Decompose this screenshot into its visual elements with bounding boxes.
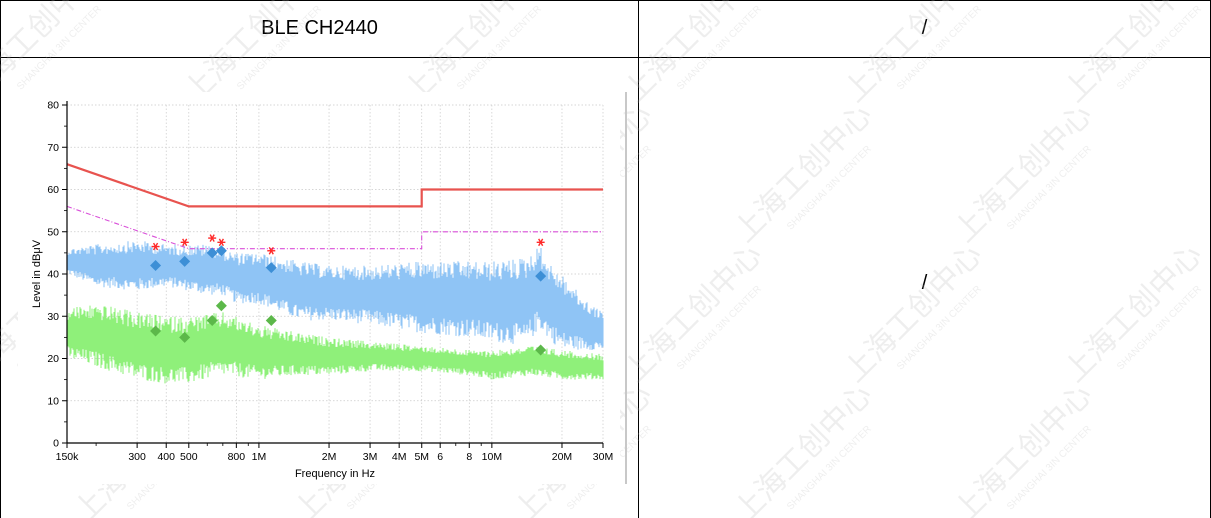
x-tick-label: 30M — [593, 451, 613, 463]
x-tick-label: 800 — [228, 451, 246, 463]
peak-star-marker — [208, 234, 217, 242]
peak-star-marker — [151, 242, 160, 251]
peak-star-marker — [267, 246, 276, 255]
y-axis-label: Level in dBμV — [31, 239, 43, 308]
peak-star-stroke — [152, 242, 159, 251]
av-marker — [535, 344, 547, 356]
peak-star-marker — [217, 238, 226, 247]
peak-star-marker — [180, 238, 189, 247]
x-tick-label: 3M — [363, 451, 378, 463]
av-marker — [265, 314, 277, 326]
limit-line-qp — [66, 163, 603, 208]
av-marker — [215, 300, 227, 312]
x-tick-label: 10M — [482, 451, 502, 463]
x-tick-label: 150k — [56, 451, 80, 463]
peak-star-stroke — [268, 246, 274, 255]
limit-line-av — [66, 205, 603, 250]
qp-marker — [265, 262, 277, 274]
peak-star-marker — [536, 238, 545, 247]
qp-marker — [179, 255, 191, 267]
y-tick-label: 50 — [47, 226, 59, 238]
peak-star-stroke — [538, 238, 544, 247]
y-tick-label: 40 — [47, 269, 59, 281]
table-border-left — [0, 0, 1, 518]
x-tick-label: 20M — [552, 451, 572, 463]
av-marker — [150, 325, 162, 337]
x-tick-label: 2M — [322, 451, 337, 463]
x-tick-label: 8 — [466, 451, 472, 463]
header-cell-left: BLE CH2440 — [261, 17, 378, 39]
body-cell-right: / — [921, 272, 928, 294]
watermark-cn: 上海工创中心 — [728, 98, 879, 249]
y-tick-label: 30 — [47, 311, 59, 323]
peak-star-stroke — [209, 234, 215, 242]
y-tick-label: 70 — [47, 142, 59, 154]
y-tick-label: 0 — [53, 438, 59, 450]
x-tick-label: 300 — [128, 451, 146, 463]
watermark-cn: 上海工创中心 — [618, 238, 769, 389]
x-tick-label: 6 — [437, 451, 443, 463]
y-tick-label: 60 — [47, 184, 59, 196]
y-tick-label: 80 — [47, 100, 59, 112]
peak-star-stroke — [218, 238, 224, 247]
watermark-cn: 上海工创中心 — [1058, 238, 1209, 389]
table-divider-row — [0, 57, 1211, 58]
qp-marker — [206, 247, 218, 259]
x-tick-label: 400 — [157, 451, 175, 463]
x-tick-label: 500 — [180, 451, 198, 463]
x-axis-label: Frequency in Hz — [295, 468, 375, 480]
table-divider-middle — [638, 0, 639, 518]
qp-marker — [535, 270, 547, 282]
x-tick-label: 4M — [392, 451, 407, 463]
watermark-cn: 上海工创中心 — [948, 98, 1099, 249]
table-border-top — [0, 0, 1211, 1]
av-marker — [206, 314, 218, 326]
av-marker — [179, 331, 191, 343]
y-tick-label: 20 — [47, 353, 59, 365]
x-tick-label: 1M — [252, 451, 267, 463]
watermark-cn: 上海工创中心 — [838, 238, 989, 389]
y-tick-label: 10 — [47, 395, 59, 407]
peak-star-stroke — [182, 238, 188, 247]
header-cell-right: / — [921, 17, 928, 39]
x-tick-label: 5M — [414, 451, 429, 463]
chart-area: 0 10 20 30 40 50 60 70 80 150k 300 400 500 800 1M 2M 3M 4… — [18, 92, 627, 484]
qp-marker — [150, 260, 162, 272]
qp-marker — [215, 245, 227, 257]
